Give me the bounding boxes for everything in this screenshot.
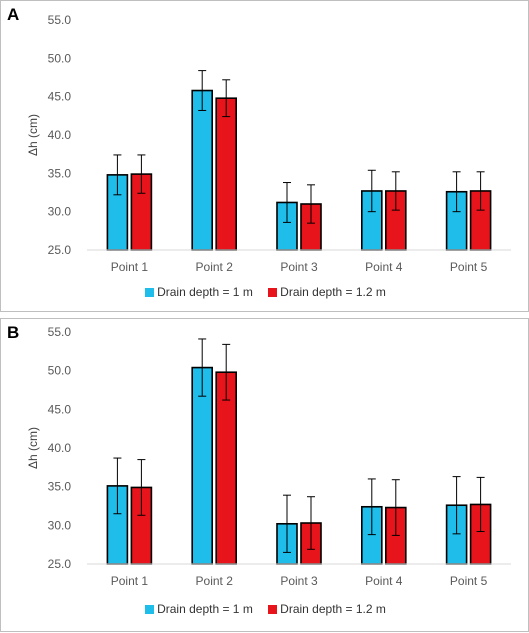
y-tick-label: 45.0: [48, 402, 72, 416]
y-tick-label: 35.0: [48, 166, 72, 180]
x-category-label: Point 3: [280, 574, 318, 588]
bar: [215, 97, 237, 251]
legend-item-1-2m: Drain depth = 1.2 m: [268, 602, 386, 616]
y-axis-title: Δh (cm): [26, 114, 40, 156]
x-category-label: Point 4: [365, 260, 403, 274]
legend-swatch-1-2m: [268, 287, 278, 297]
x-category-label: Point 5: [450, 260, 488, 274]
x-category-label: Point 1: [111, 260, 149, 274]
y-tick-label: 55.0: [48, 13, 72, 27]
y-tick-label: 25.0: [48, 557, 72, 571]
y-tick-label: 35.0: [48, 480, 72, 494]
chart-panel-a: A 25.0 30.0 35.0 40.0 45.0 50.0 55.0 Δh (cm) Poi…: [0, 0, 529, 312]
y-tick-label: 40.0: [48, 128, 72, 142]
x-category-label: Point 2: [196, 574, 234, 588]
legend-label-1m: Drain depth = 1 m: [157, 285, 253, 299]
y-tick-label: 55.0: [48, 325, 72, 339]
x-category-label: Point 3: [280, 260, 318, 274]
x-category-label: Point 5: [450, 574, 488, 588]
bar: [215, 371, 237, 565]
x-category-label: Point 4: [365, 574, 403, 588]
x-category-label: Point 2: [196, 260, 234, 274]
bar-chart-a: 25.0 30.0 35.0 40.0 45.0 50.0 55.0 Δh (cm) Point…: [26, 13, 511, 274]
y-tick-label: 30.0: [48, 518, 72, 532]
legend-label-1m: Drain depth = 1 m: [157, 602, 253, 616]
chart-legend-b: Drain depth = 1 m Drain depth = 1.2 m: [1, 602, 529, 617]
chart-legend-a: Drain depth = 1 m Drain depth = 1.2 m: [1, 285, 529, 300]
legend-swatch-1-2m: [268, 604, 278, 614]
legend-swatch-1m: [145, 604, 155, 614]
x-category-label: Point 1: [111, 574, 149, 588]
legend-label-1-2m: Drain depth = 1.2 m: [280, 285, 386, 299]
panel-label: A: [7, 5, 20, 24]
legend-item-1m: Drain depth = 1 m: [145, 285, 253, 299]
bar: [191, 89, 213, 251]
y-axis-title: Δh (cm): [26, 427, 40, 469]
y-tick-label: 30.0: [48, 205, 72, 219]
bar-chart-b: 25.0 30.0 35.0 40.0 45.0 50.0 55.0 Δh (cm) Point…: [26, 325, 511, 588]
bar: [191, 366, 213, 565]
legend-item-1m: Drain depth = 1 m: [145, 602, 253, 616]
y-tick-label: 25.0: [48, 243, 72, 257]
chart-panel-b: B 25.0 30.0 35.0 40.0 45.0 50.0 55.0 Δh (cm) Poi…: [0, 318, 529, 632]
legend-swatch-1m: [145, 287, 155, 297]
panel-label: B: [7, 323, 20, 342]
y-tick-label: 50.0: [48, 51, 72, 65]
y-tick-label: 40.0: [48, 441, 72, 455]
y-tick-label: 50.0: [48, 364, 72, 378]
legend-item-1-2m: Drain depth = 1.2 m: [268, 285, 386, 299]
y-tick-label: 45.0: [48, 90, 72, 104]
legend-label-1-2m: Drain depth = 1.2 m: [280, 602, 386, 616]
